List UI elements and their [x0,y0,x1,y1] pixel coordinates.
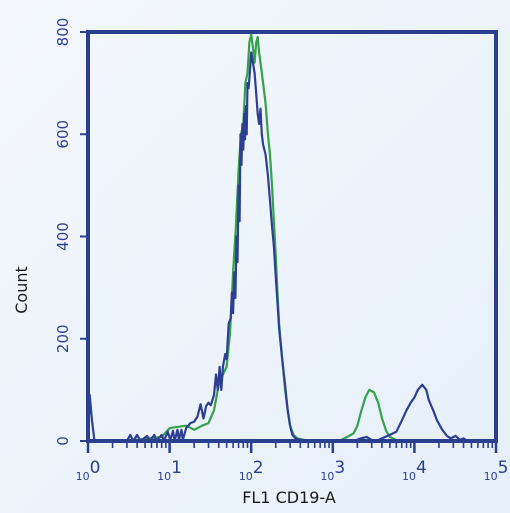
x-tick-label: 101 [157,458,182,483]
x-axis-title: FL1 CD19-A [242,488,336,507]
x-axis: 100 101 102 103 104 105 [76,441,509,483]
y-axis: 0 200 400 600 800 [54,18,88,446]
plot-frame [86,30,498,443]
y-tick-label: 200 [54,324,72,353]
series-line-1 [88,33,496,443]
series-layer [86,33,496,443]
y-axis-title: Count [12,266,31,314]
y-tick-label: 600 [54,120,72,149]
y-tick-label: 800 [54,18,72,47]
series-line-2 [86,51,496,443]
x-tick-label: 100 [76,458,101,483]
y-tick-label: 0 [54,436,72,446]
x-tick-label: 103 [320,458,345,483]
y-tick-label: 400 [54,222,72,251]
x-tick-label: 104 [402,458,427,483]
x-tick-label: 105 [484,458,509,483]
x-tick-label: 102 [239,458,264,483]
